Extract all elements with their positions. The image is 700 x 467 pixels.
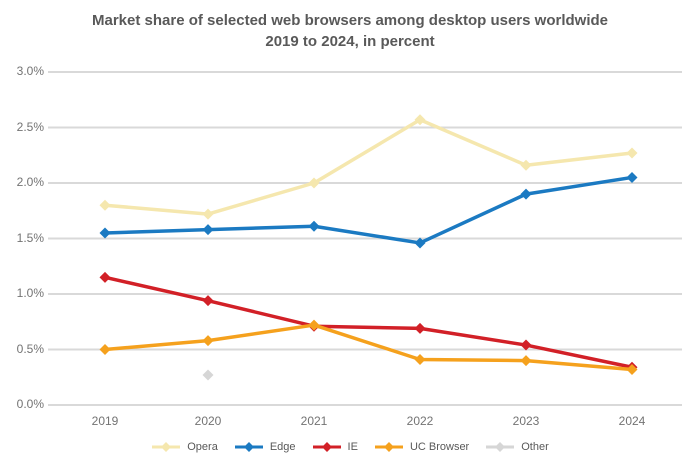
series-marker-edge <box>626 171 638 183</box>
series-line-ie <box>103 275 634 370</box>
series-marker-uc-browser <box>99 344 111 355</box>
series-line-edge <box>103 175 634 245</box>
legend-item-other: Other <box>485 441 549 453</box>
legend-label: Edge <box>269 441 296 453</box>
legend-label: IE <box>347 441 358 453</box>
chart-title-line2: 2019 to 2024, in percent <box>265 33 435 50</box>
x-axis-label: 2022 <box>406 414 434 428</box>
series-marker-opera <box>99 199 111 211</box>
legend-marker-icon <box>321 442 332 452</box>
series-marker-ie <box>414 322 426 334</box>
series-marker-uc-browser <box>202 335 214 347</box>
series-marker-ie <box>520 339 532 351</box>
x-axis-label: 2024 <box>618 414 646 428</box>
legend-swatch-icon <box>312 442 341 452</box>
x-axis-label: 2021 <box>300 414 328 428</box>
x-axis-label: 2020 <box>194 414 222 428</box>
legend-swatch-icon <box>486 442 515 452</box>
series-marker-uc-browser <box>414 353 426 365</box>
series-line-opera <box>103 117 634 216</box>
y-axis-label: 3.0% <box>16 64 44 78</box>
legend-item-edge: Edge <box>234 441 296 453</box>
legend-item-opera: Opera <box>151 441 218 453</box>
legend-label: Opera <box>187 441 218 453</box>
y-axis-label: 1.5% <box>16 230 44 245</box>
series-line-uc-browser <box>103 323 634 372</box>
x-axis-label: 2023 <box>512 414 540 428</box>
series-marker-uc-browser <box>520 355 532 367</box>
legend-swatch-icon <box>234 442 263 452</box>
y-axis-label: 0.5% <box>16 341 44 356</box>
y-axis-label: 2.0% <box>16 175 44 189</box>
series-marker-ie <box>202 295 214 307</box>
legend-swatch-icon <box>374 442 403 452</box>
series-marker-edge <box>202 224 214 236</box>
legend-swatch-icon <box>152 442 181 452</box>
series-marker-opera <box>626 147 638 159</box>
series-marker-opera <box>520 159 532 171</box>
legend-item-ie: IE <box>312 441 358 453</box>
series-marker-opera <box>414 114 426 126</box>
legend-label: Other <box>521 441 549 453</box>
series-marker-edge <box>99 227 111 239</box>
y-axis-label: 1.0% <box>16 286 44 300</box>
series-marker-edge <box>520 188 532 200</box>
x-axis-label: 2019 <box>91 414 119 428</box>
series-marker-opera <box>202 208 214 220</box>
legend-marker-icon <box>383 442 394 452</box>
legend-label: UC Browser <box>409 441 470 453</box>
series-marker-edge <box>308 220 320 232</box>
series-marker-ie <box>99 271 111 283</box>
series-marker-other <box>202 369 214 381</box>
series-marker-edge <box>414 237 426 249</box>
legend-marker-icon <box>495 442 506 452</box>
y-axis-label: 0.0% <box>16 397 44 411</box>
legend-item-uc-browser: UC Browser <box>374 441 469 453</box>
legend: Opera Edge IE UC Browser Other <box>0 441 700 453</box>
legend-marker-icon <box>161 442 172 452</box>
y-axis-label: 2.5% <box>16 119 44 134</box>
legend-marker-icon <box>243 442 254 452</box>
series-marker-uc-browser <box>626 363 638 375</box>
chart-title-line1: Market share of selected web browsers am… <box>92 12 608 29</box>
chart-title: Market share of selected web browsers am… <box>0 10 700 52</box>
series-marker-opera <box>308 177 320 189</box>
series-marker-uc-browser <box>308 319 320 331</box>
